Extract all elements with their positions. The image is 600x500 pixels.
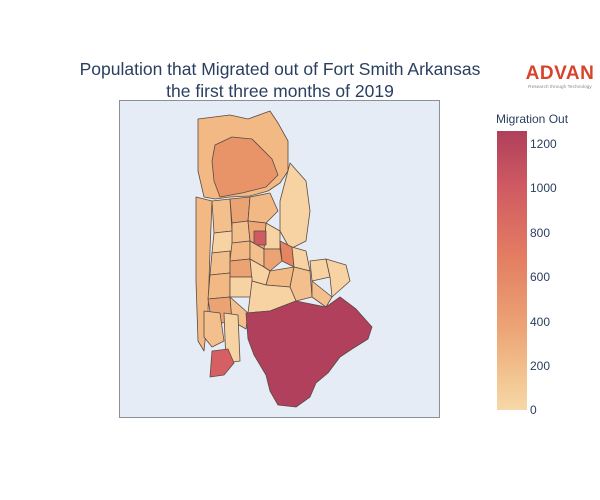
title-line-2: the first three months of 2019: [166, 81, 394, 101]
colorbar-tick: 400: [530, 315, 551, 329]
region-c1: [211, 198, 233, 234]
region-c9: [229, 240, 251, 262]
region-c2: [229, 196, 251, 224]
region-s1: [207, 272, 231, 300]
colorbar-tick: 600: [530, 270, 551, 284]
region-c3: [247, 192, 279, 224]
colorbar-tick: 1000: [530, 181, 557, 195]
title-line-1: Population that Migrated out of Fort Smi…: [79, 59, 481, 79]
region-c15: [229, 258, 253, 278]
region-north-mid: [211, 136, 279, 198]
logo-brand: ADVAN: [525, 63, 595, 84]
advan-logo: ADVAN Research through Technology: [523, 64, 597, 90]
map-frame[interactable]: [119, 100, 440, 418]
chart-title: Population that Migrated out of Fort Smi…: [40, 58, 520, 102]
region-c11: [263, 248, 283, 272]
region-c5: [231, 220, 251, 244]
region-c21: [311, 280, 333, 308]
region-c20: [325, 258, 351, 298]
region-southeast: [245, 296, 373, 408]
region-east-tall: [279, 162, 311, 250]
region-s6: [203, 310, 225, 348]
region-c7: [253, 230, 267, 246]
region-c14: [209, 250, 231, 276]
colorbar-tick: 1200: [530, 137, 557, 151]
colorbar[interactable]: [497, 131, 527, 410]
logo-tagline: Research through Technology: [528, 84, 592, 89]
region-c18: [289, 266, 313, 302]
colorbar-tick: 0: [530, 403, 537, 417]
legend-title: Migration Out: [496, 112, 569, 126]
region-c8: [211, 230, 233, 254]
colorbar-tick: 800: [530, 226, 551, 240]
region-sw: [209, 348, 235, 378]
choropleth-map[interactable]: [120, 101, 440, 418]
colorbar-tick: 200: [530, 359, 551, 373]
region-s2: [229, 276, 253, 298]
